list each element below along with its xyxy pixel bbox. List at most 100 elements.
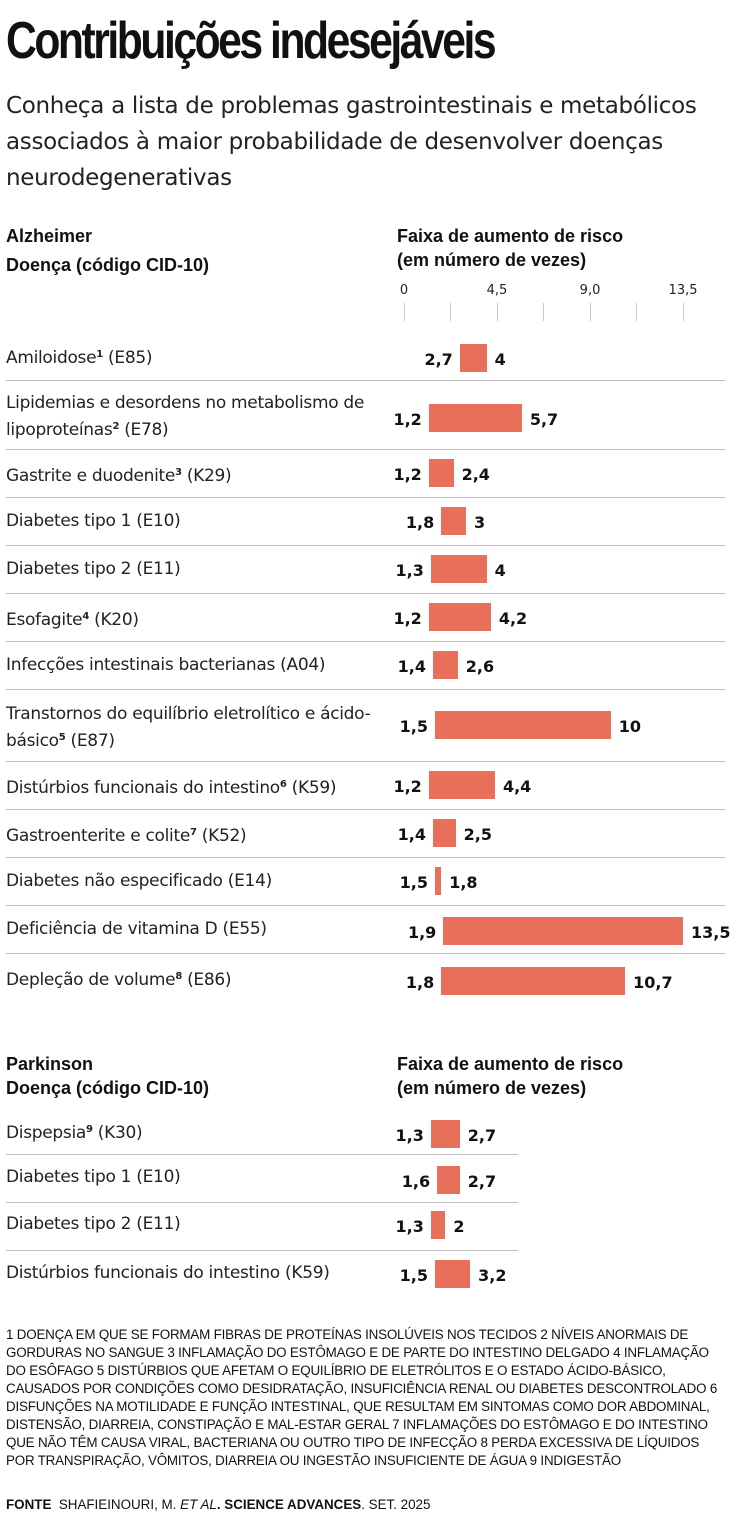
max-value-label: 10,7 (633, 973, 673, 992)
min-value-label: 1,6 (401, 1172, 431, 1191)
disease-name: Distúrbios funcionais do intestino (6, 778, 280, 798)
disease-name: Diabetes tipo 2 (6, 1214, 132, 1234)
x-tick-label: 13,5 (668, 283, 698, 298)
row-label: Transtornos do equilíbrio eletrolítico e… (6, 702, 386, 753)
column-header-risk-unit: (em número de vezes) (397, 1078, 587, 1098)
footnote-ref: 2 (112, 421, 120, 432)
max-value-label: 3,2 (478, 1266, 507, 1285)
cid-code: (K20) (89, 610, 139, 630)
source-line: FONTE SHAFIEINOURI, M. ET AL. SCIENCE AD… (6, 1496, 430, 1514)
range-bar (430, 1120, 460, 1148)
footnote-ref: 1 (96, 349, 103, 360)
range-bar (435, 711, 611, 739)
row-divider (6, 545, 725, 546)
disease-name: Transtornos do equilíbrio eletrolítico e… (6, 704, 371, 751)
row-label: Infecções intestinais bacterianas (A04) (6, 653, 386, 677)
min-value-label: 1,4 (397, 825, 426, 844)
range-bar (428, 404, 522, 432)
column-header-risk: Faixa de aumento de risco (397, 226, 624, 246)
max-value-label: 4 (494, 350, 506, 369)
footnote-ref: 5 (58, 732, 66, 743)
chart-title: Contribuições indesejáveis (6, 12, 497, 70)
disease-name: Dispepsia (6, 1123, 87, 1143)
range-bar (435, 1260, 471, 1288)
range-bar (430, 555, 487, 583)
source-etal: ET AL (180, 1497, 217, 1512)
x-tick-label: 4,5 (486, 283, 508, 298)
disease-name: Amiloidose (6, 348, 97, 368)
range-bar (437, 1166, 460, 1194)
cid-code: (E11) (131, 1214, 181, 1234)
disease-name: Gastrite e duodenite (6, 466, 176, 486)
min-value-label: 1,4 (397, 657, 426, 676)
footnote-ref: 6 (279, 779, 287, 790)
max-value-label: 2,7 (467, 1172, 497, 1191)
max-value-label: 2,6 (465, 657, 495, 676)
row-label: Distúrbios funcionais do intestino6 (K59… (6, 773, 386, 800)
max-value-label: 4,4 (502, 777, 532, 796)
cid-code: (E11) (131, 559, 181, 579)
range-bar (443, 917, 684, 945)
row-divider (6, 449, 725, 450)
max-value-label: 3 (474, 513, 486, 532)
row-label: Depleção de volume8 (E86) (6, 965, 386, 992)
disease-name: Diabetes tipo 1 (6, 1167, 132, 1187)
range-bar (428, 603, 491, 631)
min-value-label: 1,9 (407, 923, 437, 942)
range-bar (432, 651, 458, 679)
range-bar (430, 1211, 446, 1239)
row-divider (6, 953, 725, 954)
row-label: Deficiência de vitamina D (E55) (6, 917, 386, 941)
footnote-ref: 8 (175, 971, 182, 982)
footnotes: 1 DOENÇA EM QUE SE FORMAM FIBRAS DE PROT… (6, 1327, 718, 1468)
max-value-label: 2,4 (461, 465, 490, 484)
source-label: FONTE (6, 1497, 52, 1512)
max-value-label: 2 (453, 1217, 465, 1236)
row-label: Diabetes tipo 1 (E10) (6, 509, 386, 533)
row-label: Lipidemias e desordens no metabolismo de… (6, 391, 386, 442)
row-divider (6, 1250, 518, 1251)
cid-code: (K59) (286, 778, 337, 798)
range-bar (428, 771, 495, 799)
source-journal: . SCIENCE ADVANCES (216, 1497, 362, 1512)
min-value-label: 1,3 (395, 561, 424, 580)
x-tick-mark (403, 303, 405, 321)
min-value-label: 2,7 (424, 350, 453, 369)
cid-code: (K52) (196, 826, 247, 846)
disease-name: Depleção de volume (6, 970, 176, 990)
x-tick-mark (636, 303, 638, 321)
min-value-label: 1,5 (399, 717, 429, 736)
min-value-label: 1,2 (393, 410, 422, 429)
row-label: Amiloidose1 (E85) (6, 343, 386, 370)
cid-code: (E87) (65, 731, 115, 751)
section-title-alzheimer: Alzheimer (6, 226, 93, 246)
disease-name: Distúrbios funcionais do intestino (6, 1263, 280, 1283)
chart-subtitle: Conheça a lista de problemas gastrointes… (6, 93, 697, 191)
cid-code: (K59) (279, 1263, 330, 1283)
min-value-label: 1,2 (393, 465, 422, 484)
min-value-label: 1,3 (395, 1126, 424, 1145)
disease-name: Lipidemias e desordens no metabolismo de… (6, 393, 365, 440)
range-bar (459, 344, 487, 372)
row-label: Esofagite4 (K20) (6, 605, 386, 632)
x-tick-mark (450, 303, 451, 321)
max-value-label: 5,7 (529, 410, 559, 429)
row-divider (6, 857, 725, 858)
row-divider (6, 809, 725, 810)
range-bar (441, 507, 466, 535)
column-header-disease: Doença (código CID-10) (6, 255, 210, 275)
disease-name: Diabetes tipo 2 (6, 559, 132, 579)
min-value-label: 1,8 (405, 973, 435, 992)
min-value-label: 1,5 (399, 1266, 429, 1285)
footnote-ref: 7 (190, 827, 197, 838)
disease-name: Esofagite (6, 610, 83, 630)
row-divider (6, 641, 725, 642)
min-value-label: 1,2 (393, 777, 422, 796)
min-value-label: 1,2 (393, 609, 422, 628)
disease-name: Diabetes não especificado (6, 871, 223, 891)
footnote-ref: 3 (175, 467, 182, 478)
row-divider (6, 593, 725, 594)
row-divider (6, 1154, 518, 1155)
row-label: Diabetes tipo 2 (E11) (6, 1212, 386, 1236)
x-tick-mark (496, 303, 498, 321)
